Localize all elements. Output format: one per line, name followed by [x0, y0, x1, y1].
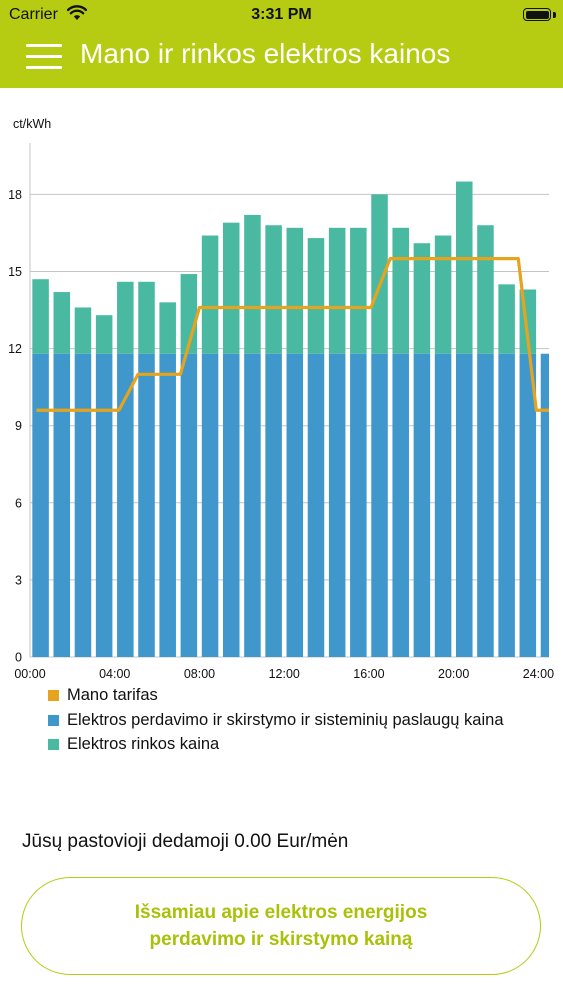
- bar-market: [286, 227, 304, 354]
- bar-market: [413, 243, 431, 354]
- bar-transmission: [244, 353, 261, 657]
- bar-transmission: [307, 353, 325, 657]
- bar-market: [498, 284, 515, 354]
- legend-label-market: Elektros rinkos kaina: [67, 735, 220, 753]
- x-tick-label: 20:00: [438, 667, 469, 681]
- y-tick-label: 0: [15, 651, 22, 665]
- bar-transmission: [201, 353, 219, 657]
- legend-label-tariff: Mano tarifas: [67, 686, 158, 704]
- x-tick-label: 08:00: [184, 667, 215, 681]
- y-tick-label: 9: [15, 419, 22, 433]
- y-tick-label: 18: [8, 188, 22, 202]
- status-bar: Carrier 3:31 PM: [0, 0, 563, 30]
- carrier-label: Carrier: [9, 6, 58, 23]
- hamburger-menu-icon[interactable]: [26, 44, 62, 70]
- x-tick-label: 04:00: [99, 667, 130, 681]
- app-header: Carrier 3:31 PM Mano ir rinkos elektros …: [0, 0, 563, 88]
- bar-transmission: [95, 353, 113, 657]
- bar-transmission: [456, 353, 473, 657]
- chart-legend: Mano tarifas Elektros perdavimo ir skirs…: [48, 683, 504, 757]
- bar-market: [244, 214, 261, 354]
- bar-market: [32, 279, 49, 354]
- x-tick-label: 00:00: [14, 667, 45, 681]
- bar-market: [477, 225, 494, 354]
- legend-swatch-tariff: [48, 690, 59, 701]
- bar-transmission: [498, 353, 515, 657]
- bar-market: [53, 292, 71, 354]
- bar-market: [456, 181, 473, 354]
- legend-label-transmission: Elektros perdavimo ir skirstymo ir siste…: [67, 710, 504, 729]
- bar-market: [371, 194, 388, 354]
- bar-market: [138, 281, 155, 354]
- bar-transmission: [371, 353, 388, 657]
- wifi-icon: [67, 5, 87, 20]
- fixed-part-label: Jūsų pastovioji dedamoji 0.00 Eur/mėn: [22, 831, 349, 852]
- bar-market: [117, 281, 134, 354]
- legend-swatch-transmission: [48, 714, 59, 726]
- bar-transmission: [328, 353, 346, 657]
- bar-market: [201, 235, 219, 354]
- bar-market: [350, 227, 367, 354]
- legend-item-transmission: Elektros perdavimo ir skirstymo ir siste…: [48, 708, 504, 733]
- bar-transmission: [180, 353, 198, 657]
- bar-market: [222, 222, 240, 354]
- more-info-button[interactable]: Išsamiau apie elektros energijos perdavi…: [21, 877, 541, 975]
- tariff-line: [36, 257, 549, 412]
- legend-item-tariff: Mano tarifas: [48, 683, 504, 708]
- x-tick-label: 16:00: [353, 667, 384, 681]
- y-tick-label: 6: [15, 496, 22, 510]
- bar-transmission: [413, 353, 431, 657]
- bar-transmission: [540, 353, 549, 657]
- more-info-button-label: Išsamiau apie elektros energijos perdavi…: [134, 902, 428, 950]
- bar-market: [307, 238, 325, 354]
- price-chart: ct/kWh 0 3 6 9 12 15 18 00:00 04:00 08:00 12:00 16:0…: [8, 117, 554, 681]
- bar-transmission: [434, 353, 452, 657]
- y-tick-label: 12: [8, 342, 22, 356]
- bar-market: [74, 307, 92, 354]
- bar-transmission: [392, 353, 409, 657]
- bar-transmission: [222, 353, 240, 657]
- y-tick-label: 3: [15, 573, 22, 587]
- y-tick-label: 15: [8, 265, 22, 279]
- bar-transmission: [265, 353, 282, 657]
- legend-swatch-market: [48, 739, 59, 750]
- status-time: 3:31 PM: [251, 6, 312, 23]
- bar-market: [265, 225, 282, 354]
- bar-transmission: [53, 353, 71, 657]
- bar-transmission: [519, 353, 537, 657]
- battery-icon: [523, 8, 551, 21]
- bar-transmission: [477, 353, 494, 657]
- bar-market: [434, 235, 452, 354]
- bar-market: [95, 315, 113, 354]
- bar-market: [159, 302, 176, 354]
- bar-transmission: [159, 353, 176, 657]
- bar-transmission: [350, 353, 367, 657]
- x-tick-label: 12:00: [269, 667, 300, 681]
- x-tick-label: 24:00: [523, 667, 554, 681]
- bar-transmission: [117, 353, 134, 657]
- bar-transmission: [138, 353, 155, 657]
- y-axis-label: ct/kWh: [13, 117, 51, 131]
- bar-market: [328, 227, 346, 354]
- bar-market: [392, 227, 409, 354]
- legend-item-market: Elektros rinkos kaina: [48, 732, 504, 757]
- battery-tip: [553, 12, 556, 18]
- bar-transmission: [74, 353, 92, 657]
- bar-transmission: [286, 353, 304, 657]
- page-title: Mano ir rinkos elektros kainos: [80, 38, 451, 69]
- bar-transmission: [32, 353, 49, 657]
